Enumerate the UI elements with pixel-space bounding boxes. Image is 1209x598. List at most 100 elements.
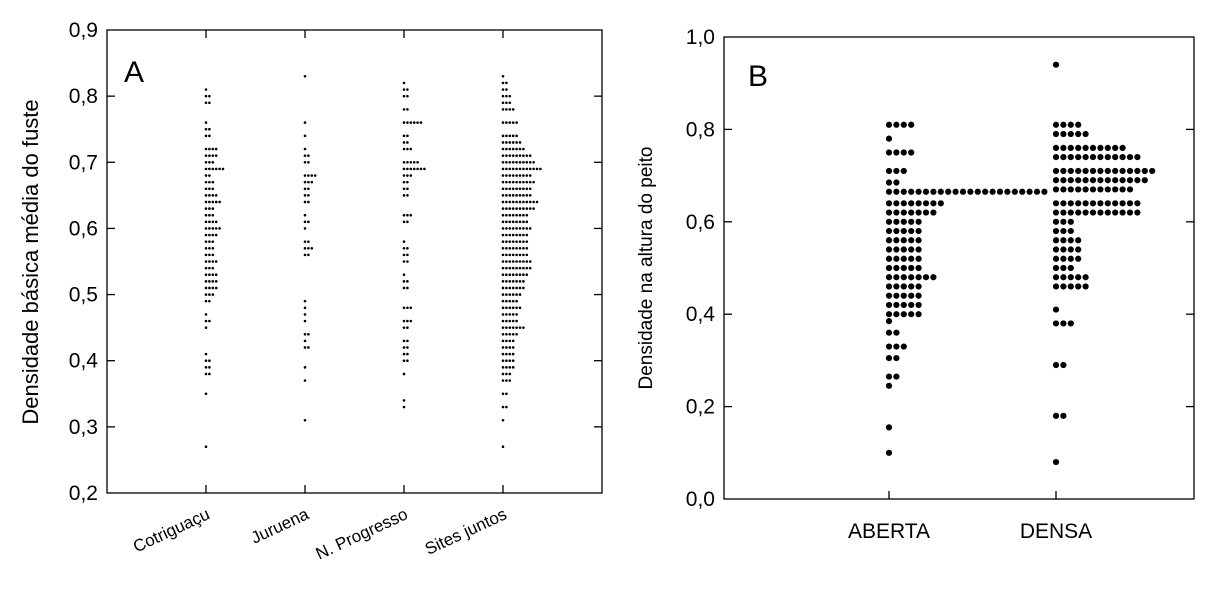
data-point xyxy=(885,311,893,318)
data-point xyxy=(313,174,317,177)
data-point xyxy=(208,372,211,376)
data-point xyxy=(515,332,518,336)
data-point xyxy=(900,246,907,253)
data-point xyxy=(511,154,515,157)
data-point xyxy=(1075,177,1082,184)
data-point xyxy=(409,121,413,124)
data-point xyxy=(508,299,512,303)
data-point xyxy=(508,233,512,237)
data-point xyxy=(505,405,508,409)
data-point xyxy=(908,209,915,216)
data-point xyxy=(501,160,505,164)
data-point xyxy=(915,200,922,207)
data-point xyxy=(303,332,307,336)
data-point xyxy=(511,332,515,336)
data-point xyxy=(511,108,515,111)
data-point xyxy=(204,273,208,277)
data-point xyxy=(402,372,406,376)
data-point xyxy=(208,127,211,131)
data-point xyxy=(508,313,512,316)
data-point xyxy=(1067,167,1074,175)
data-point xyxy=(1060,246,1067,253)
data-point xyxy=(885,283,893,290)
category-label: DENSA xyxy=(1020,520,1092,543)
data-point xyxy=(402,141,406,144)
data-point xyxy=(922,274,930,281)
data-point xyxy=(922,200,930,207)
data-point xyxy=(406,121,409,124)
data-point xyxy=(515,180,518,184)
data-point xyxy=(1104,209,1111,216)
data-point xyxy=(402,246,406,250)
data-point xyxy=(307,200,310,204)
data-point xyxy=(528,160,532,164)
data-point xyxy=(522,174,525,177)
data-point xyxy=(412,121,416,124)
data-point xyxy=(204,134,208,138)
data-point xyxy=(1112,209,1119,216)
data-point xyxy=(511,306,515,310)
data-point xyxy=(406,253,409,257)
data-point xyxy=(402,405,406,409)
data-point xyxy=(945,188,952,195)
data-point xyxy=(528,266,532,270)
data-point xyxy=(525,194,529,197)
data-point xyxy=(1052,412,1060,419)
data-point xyxy=(204,200,208,204)
data-point xyxy=(1126,177,1134,184)
data-point xyxy=(303,160,307,164)
data-point xyxy=(214,273,218,277)
data-point xyxy=(511,246,515,250)
data-point xyxy=(208,260,211,263)
data-point xyxy=(525,200,529,204)
data-point xyxy=(511,160,515,164)
data-point xyxy=(900,301,907,309)
data-point xyxy=(406,220,409,224)
data-point xyxy=(505,286,508,290)
data-point xyxy=(1060,412,1067,419)
data-point xyxy=(511,313,515,316)
data-point xyxy=(402,240,406,243)
data-point xyxy=(307,160,310,164)
data-point xyxy=(1134,200,1141,207)
data-point xyxy=(511,339,515,343)
y-tick-label: 0,6 xyxy=(69,217,98,240)
data-point xyxy=(518,167,522,171)
data-point xyxy=(204,220,208,224)
data-point xyxy=(303,366,307,369)
data-point xyxy=(525,160,529,164)
data-point xyxy=(208,147,211,151)
data-point xyxy=(515,220,518,224)
data-point xyxy=(1060,167,1067,175)
y-axis-label-a: Densidade básica média do fuste xyxy=(18,99,43,424)
data-point xyxy=(505,207,508,210)
data-point xyxy=(303,147,307,151)
data-point xyxy=(528,227,532,230)
data-point xyxy=(501,88,505,91)
data-point xyxy=(535,200,539,204)
data-point xyxy=(211,280,215,283)
data-point xyxy=(204,187,208,191)
data-point xyxy=(208,160,211,164)
data-point xyxy=(505,174,508,177)
data-point xyxy=(885,373,893,380)
data-point xyxy=(208,266,211,270)
data-point xyxy=(1052,227,1060,235)
y-tick-label: 0,5 xyxy=(69,284,98,307)
data-point xyxy=(204,207,208,210)
data-point xyxy=(505,154,508,157)
data-point xyxy=(214,147,218,151)
data-point xyxy=(893,311,900,318)
data-point xyxy=(204,326,208,329)
data-point xyxy=(402,253,406,257)
data-point xyxy=(515,213,518,217)
data-point xyxy=(402,399,406,402)
data-point xyxy=(511,134,515,138)
data-point xyxy=(218,200,221,204)
data-point xyxy=(501,180,505,184)
data-point xyxy=(908,311,915,318)
data-point xyxy=(908,237,915,244)
data-point xyxy=(908,292,915,299)
data-point xyxy=(515,319,518,323)
data-point xyxy=(402,121,406,124)
